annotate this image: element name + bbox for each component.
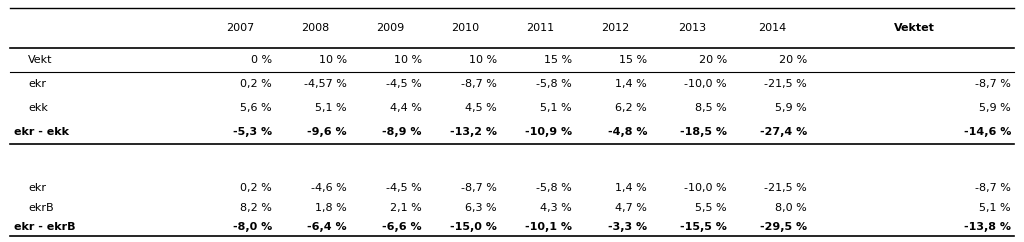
Text: 5,9 %: 5,9 % [775, 103, 807, 113]
Text: 2014: 2014 [759, 23, 786, 33]
Text: 20 %: 20 % [698, 55, 727, 65]
Text: -21,5 %: -21,5 % [764, 79, 807, 89]
Text: -8,9 %: -8,9 % [383, 127, 422, 137]
Text: 5,1 %: 5,1 % [315, 103, 347, 113]
Text: Vektet: Vektet [894, 23, 935, 33]
Text: -10,9 %: -10,9 % [525, 127, 572, 137]
Text: -8,0 %: -8,0 % [232, 222, 272, 232]
Text: 2009: 2009 [376, 23, 404, 33]
Text: 5,1 %: 5,1 % [541, 103, 572, 113]
Text: -8,7 %: -8,7 % [461, 79, 497, 89]
Text: 2007: 2007 [226, 23, 254, 33]
Text: 1,8 %: 1,8 % [315, 203, 347, 213]
Text: 5,1 %: 5,1 % [979, 203, 1011, 213]
Text: 8,5 %: 8,5 % [695, 103, 727, 113]
Text: -14,6 %: -14,6 % [964, 127, 1011, 137]
Text: ekr: ekr [28, 183, 46, 193]
Text: -8,7 %: -8,7 % [975, 183, 1011, 193]
Text: 2013: 2013 [679, 23, 707, 33]
Text: 15 %: 15 % [618, 55, 647, 65]
Text: -21,5 %: -21,5 % [764, 183, 807, 193]
Text: 0,2 %: 0,2 % [241, 183, 272, 193]
Text: -5,8 %: -5,8 % [537, 183, 572, 193]
Text: ekr - ekrB: ekr - ekrB [14, 222, 76, 232]
Text: 5,9 %: 5,9 % [979, 103, 1011, 113]
Text: -15,0 %: -15,0 % [451, 222, 497, 232]
Text: 2010: 2010 [451, 23, 479, 33]
Text: 4,5 %: 4,5 % [465, 103, 497, 113]
Text: ekr: ekr [28, 79, 46, 89]
Text: ekrB: ekrB [28, 203, 53, 213]
Text: -4,6 %: -4,6 % [311, 183, 347, 193]
Text: 5,6 %: 5,6 % [241, 103, 272, 113]
Text: 20 %: 20 % [778, 55, 807, 65]
Text: -10,1 %: -10,1 % [525, 222, 572, 232]
Text: 10 %: 10 % [394, 55, 422, 65]
Text: 15 %: 15 % [544, 55, 572, 65]
Text: -15,5 %: -15,5 % [680, 222, 727, 232]
Text: 2,1 %: 2,1 % [390, 203, 422, 213]
Text: -3,3 %: -3,3 % [608, 222, 647, 232]
Text: -9,6 %: -9,6 % [307, 127, 347, 137]
Text: 0,2 %: 0,2 % [241, 79, 272, 89]
Text: 4,3 %: 4,3 % [541, 203, 572, 213]
Text: 10 %: 10 % [318, 55, 347, 65]
Text: 1,4 %: 1,4 % [615, 79, 647, 89]
Text: ekk: ekk [28, 103, 48, 113]
Text: -4,5 %: -4,5 % [386, 79, 422, 89]
Text: -5,3 %: -5,3 % [232, 127, 272, 137]
Text: Vekt: Vekt [28, 55, 52, 65]
Text: -10,0 %: -10,0 % [684, 79, 727, 89]
Text: -6,6 %: -6,6 % [382, 222, 422, 232]
Text: 5,5 %: 5,5 % [695, 203, 727, 213]
Text: 8,2 %: 8,2 % [240, 203, 272, 213]
Text: -4,5 %: -4,5 % [386, 183, 422, 193]
Text: 0 %: 0 % [251, 55, 272, 65]
Text: 4,7 %: 4,7 % [615, 203, 647, 213]
Text: -27,4 %: -27,4 % [760, 127, 807, 137]
Text: -10,0 %: -10,0 % [684, 183, 727, 193]
Text: 8,0 %: 8,0 % [775, 203, 807, 213]
Text: ekr - ekk: ekr - ekk [14, 127, 69, 137]
Text: -13,8 %: -13,8 % [964, 222, 1011, 232]
Text: 2011: 2011 [526, 23, 554, 33]
Text: 6,2 %: 6,2 % [615, 103, 647, 113]
Text: 10 %: 10 % [469, 55, 497, 65]
Text: -4,8 %: -4,8 % [607, 127, 647, 137]
Text: -8,7 %: -8,7 % [975, 79, 1011, 89]
Text: -5,8 %: -5,8 % [537, 79, 572, 89]
Text: 1,4 %: 1,4 % [615, 183, 647, 193]
Text: 6,3 %: 6,3 % [465, 203, 497, 213]
Text: 2008: 2008 [301, 23, 329, 33]
Text: -18,5 %: -18,5 % [680, 127, 727, 137]
Text: -8,7 %: -8,7 % [461, 183, 497, 193]
Text: -6,4 %: -6,4 % [307, 222, 347, 232]
Text: -29,5 %: -29,5 % [760, 222, 807, 232]
Text: 2012: 2012 [601, 23, 629, 33]
Text: -4,57 %: -4,57 % [304, 79, 347, 89]
Text: -13,2 %: -13,2 % [450, 127, 497, 137]
Text: 4,4 %: 4,4 % [390, 103, 422, 113]
